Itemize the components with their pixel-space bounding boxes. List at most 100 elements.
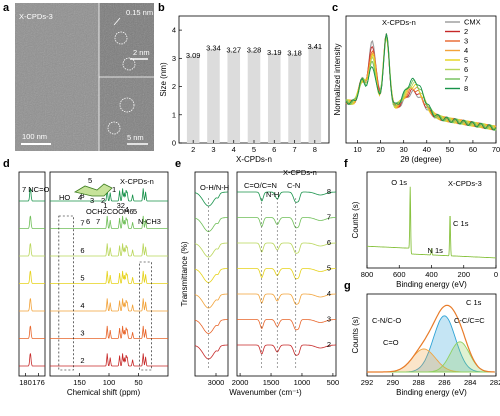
legend-label: 4 <box>464 46 468 55</box>
series-label: 4 <box>327 289 331 298</box>
series-7 <box>345 35 497 131</box>
tem-sample-label: X-CPDs-3 <box>19 12 53 21</box>
struct-3: 3 <box>90 196 94 205</box>
legend-title: X-CPDs-n <box>382 18 416 27</box>
bar-value-label: 3.28 <box>247 45 262 54</box>
x-tick-label: 1000 <box>294 378 311 387</box>
ftir-series-fp-7 <box>237 217 336 229</box>
nmr-peak-6: 6 <box>129 207 133 216</box>
bar-value-label: 3.27 <box>226 46 241 55</box>
nmr-sample-label: X-CPDs-n <box>120 177 154 186</box>
struct-7: 7 <box>96 217 100 226</box>
series-3 <box>345 34 497 131</box>
series-label: 6 <box>80 246 84 255</box>
x-tick-label: 60 <box>469 145 477 154</box>
bar-5 <box>247 50 261 144</box>
c1s-envelope <box>367 304 495 373</box>
nmr-peak-32: 32 <box>117 201 125 210</box>
xps-c1s-chart: 292 290 288 286 284 282 Binding energy (eV) Cou… <box>351 293 500 397</box>
legend-label: 7 <box>464 75 468 84</box>
struct-och2cooh: OCH2COOH <box>86 207 129 216</box>
plot-frame-right <box>49 171 169 377</box>
bar-value-label: 3.09 <box>186 51 201 60</box>
panel-letter-c: c <box>332 2 338 14</box>
series-CMX <box>345 34 497 131</box>
nmr-box-co <box>58 215 74 371</box>
tem-image: X-CPDs-3 0.15 nm 2 nm 5 nm 100 nm <box>15 3 154 151</box>
series-label: 3 <box>327 315 331 324</box>
sugar-ring <box>73 183 113 197</box>
nmr-co-label: 7 NC=O <box>22 185 49 194</box>
bar-value-label: 3.18 <box>287 48 302 57</box>
y-tick-label: 0 <box>172 139 176 148</box>
nmr-series-2 <box>50 353 168 367</box>
y-axis-label: Size (nm) <box>159 62 168 97</box>
bar-value-label: 3.41 <box>308 42 323 51</box>
lattice-spacing-label: 0.15 nm <box>126 8 153 17</box>
struct-5: 5 <box>88 176 92 185</box>
x-tick-label: 30 <box>400 145 408 154</box>
x-tick-label: 3 <box>211 145 215 154</box>
ftir-series-fp-8 <box>237 191 336 203</box>
x-tick-label: 50 <box>446 145 454 154</box>
series-label: 5 <box>327 264 331 273</box>
y-tick-label: 2 <box>172 82 176 91</box>
x-tick-label: 7 <box>292 145 296 154</box>
plot-frame <box>366 293 497 377</box>
ftir-series-oh-8 <box>194 191 228 207</box>
series-8 <box>345 33 497 131</box>
bar-8 <box>308 46 322 143</box>
legend-label: 3 <box>464 37 468 46</box>
ftir-series-oh-6 <box>194 242 228 258</box>
nmr-peak-4: 4 <box>125 205 129 214</box>
x-tick-label: 180 <box>19 378 32 387</box>
panel-letter-b: b <box>158 2 165 14</box>
nmr-series-7 <box>50 215 168 229</box>
x-tick-label: 10 <box>353 145 361 154</box>
series-label: 2 <box>80 356 84 365</box>
ftir-series-oh-7 <box>194 217 228 232</box>
struct-6: 6 <box>86 217 90 226</box>
struct-ho: HO <box>59 193 70 202</box>
x-tick-label: 284 <box>464 378 477 387</box>
legend-label: 6 <box>464 65 468 74</box>
y-tick-label: 4 <box>172 26 176 35</box>
plot-frame <box>345 15 497 144</box>
legend-label: 2 <box>464 27 468 36</box>
series-label: 5 <box>80 274 84 283</box>
label-co: C=O <box>383 338 399 347</box>
x-tick-label: 200 <box>457 270 470 279</box>
plot-frame-right <box>236 171 337 377</box>
series-4 <box>345 35 497 131</box>
xps-sample-label: X-CPDs-3 <box>448 179 482 188</box>
x-tick-label: 0 <box>494 270 498 279</box>
x-tick-label: 282 <box>490 378 500 387</box>
struct-1: 1 <box>112 185 116 194</box>
x-tick-label: 176 <box>32 378 45 387</box>
series-label: 7 <box>327 213 331 222</box>
nmr-box-nch3 <box>139 261 152 371</box>
nmr-series-co-3 <box>19 325 45 339</box>
panel-letter-f: f <box>344 158 348 170</box>
series-label: 3 <box>80 329 84 338</box>
nmr-series-8 <box>50 188 168 202</box>
nmr-series-co-6 <box>19 243 45 257</box>
series-label: 2 <box>327 340 331 349</box>
panel-letter-e: e <box>175 158 181 170</box>
x-tick-label: 3000 <box>208 378 225 387</box>
struct-2: 2 <box>101 196 105 205</box>
bar-2 <box>186 55 200 143</box>
bar-6 <box>267 52 281 143</box>
xrd-chart: 10 20 30 40 50 60 70 2θ (degree) Normalized inte… <box>333 15 500 164</box>
y-axis-label: Counts (s) <box>351 316 360 353</box>
nmr-series-co-2 <box>19 353 45 367</box>
nmr-series-co-7 <box>19 215 45 229</box>
xps-survey-line <box>367 186 496 259</box>
legend-label: CMX <box>464 18 481 27</box>
nmr-series-4 <box>50 298 168 312</box>
y-axis-label: Transmittance (%) <box>180 241 189 306</box>
plot-frame-left <box>18 171 46 377</box>
series-2 <box>345 33 497 131</box>
series-5 <box>345 36 497 130</box>
x-tick-label: 800 <box>361 270 374 279</box>
